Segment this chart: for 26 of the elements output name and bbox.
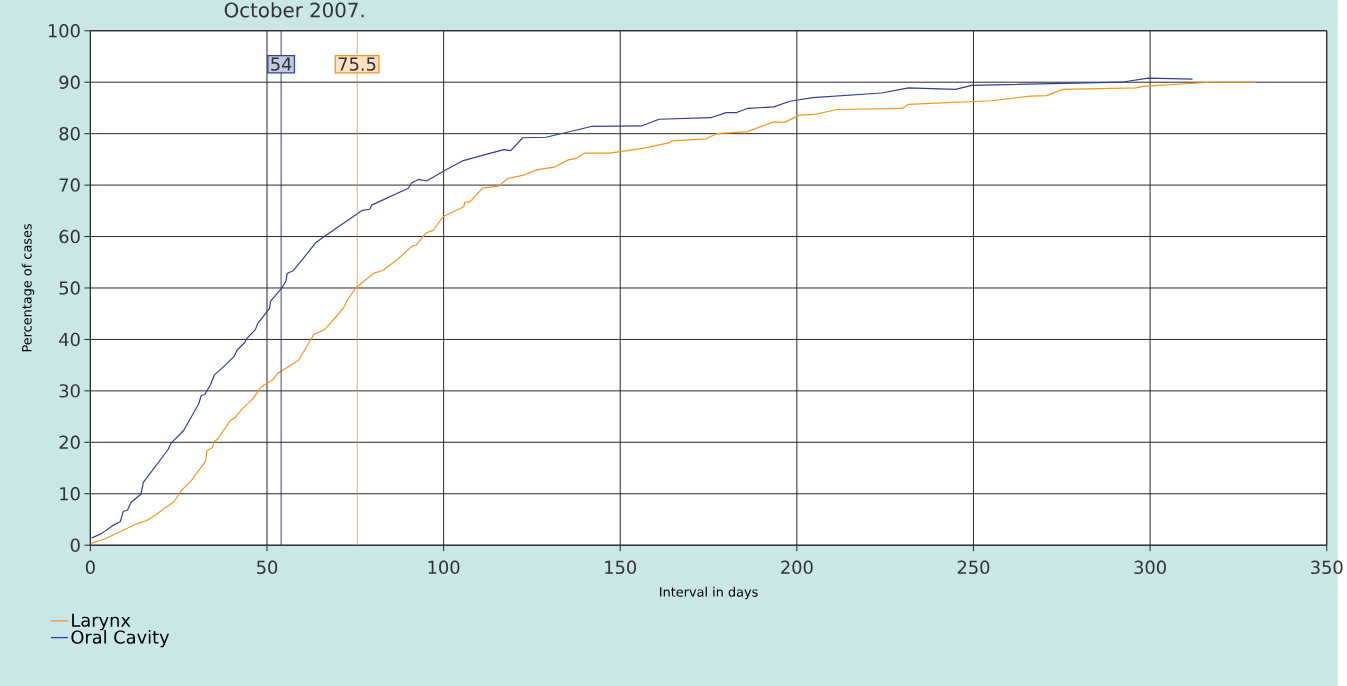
y-tick-label: 80 — [59, 126, 80, 141]
y-tick-label: 90 — [59, 75, 80, 89]
legend-label: Oral Cavity — [71, 629, 170, 648]
legend-label: Larynx — [72, 613, 131, 631]
x-tick-label: 200 — [781, 560, 813, 574]
y-tick-label: 20 — [59, 435, 80, 449]
x-tick-label: 0 — [85, 560, 95, 574]
x-tick-label: 150 — [605, 560, 637, 574]
x-axis-title: Interval in days — [660, 586, 758, 600]
y-tick-label: 100 — [48, 23, 80, 38]
ref-line-label: 54 — [271, 57, 292, 71]
y-tick-label: 50 — [59, 281, 80, 295]
x-tick-label: 100 — [428, 560, 460, 574]
y-tick-label: 0 — [70, 538, 80, 552]
y-tick-label: 40 — [59, 332, 80, 347]
y-axis-title: Percentage of cases — [21, 223, 35, 352]
chart-title: October 2007. — [224, 2, 364, 18]
y-tick-label: 70 — [59, 178, 80, 192]
y-tick-label: 10 — [60, 486, 80, 501]
y-tick-label: 30 — [59, 384, 80, 398]
y-tick-label: 60 — [59, 229, 80, 244]
x-tick-label: 300 — [1134, 560, 1166, 574]
ref-line-label: 75.5 — [338, 57, 376, 71]
x-tick-label: 250 — [957, 560, 990, 574]
x-tick-label: 350 — [1311, 560, 1343, 574]
x-tick-label: 50 — [257, 560, 278, 574]
